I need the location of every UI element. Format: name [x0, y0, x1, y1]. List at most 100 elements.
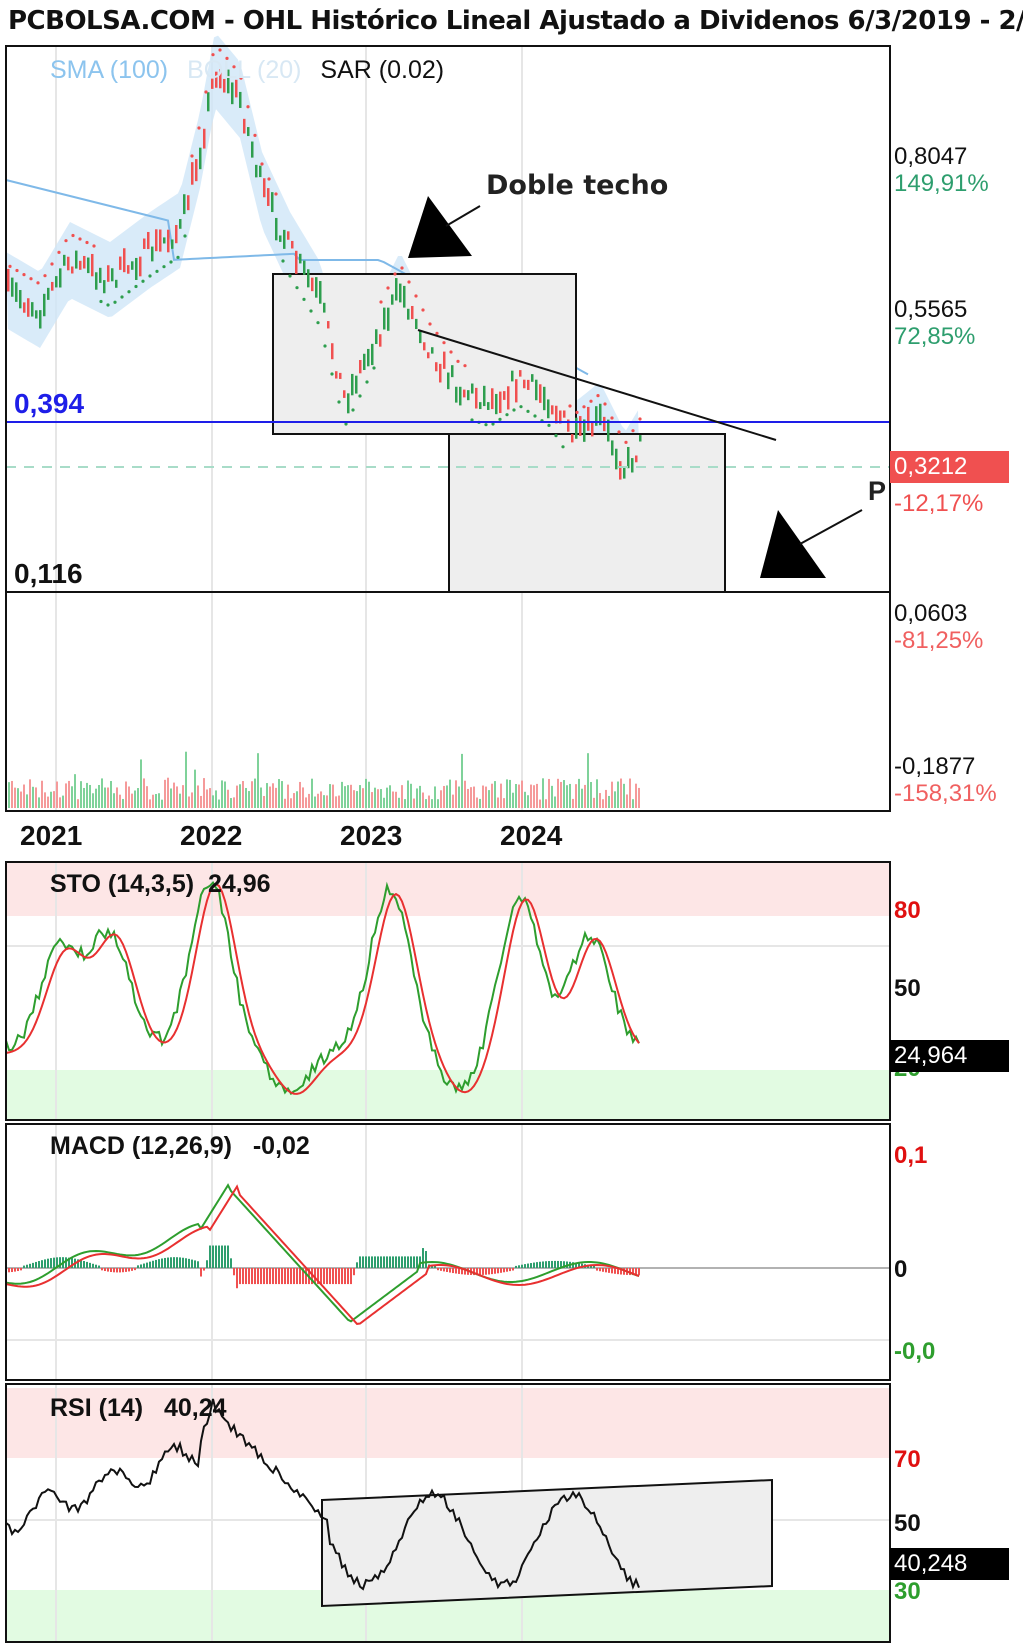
macd-hist-bar	[338, 1268, 340, 1285]
volume-bar	[284, 798, 286, 808]
sar-dot	[232, 65, 236, 69]
candle	[187, 195, 190, 211]
macd-hist-bar	[371, 1256, 373, 1268]
candle	[235, 79, 238, 98]
macd-line	[5, 1183, 640, 1323]
volume-bar	[197, 785, 199, 808]
candle	[399, 283, 402, 303]
macd-hist-bar	[95, 1264, 97, 1268]
candle	[551, 405, 554, 415]
macd-hist-bar	[443, 1268, 445, 1272]
sar-dot	[260, 162, 264, 166]
macd-hist-bar	[209, 1245, 211, 1268]
volume-bar	[20, 791, 22, 808]
macd-hist-bar	[227, 1245, 229, 1268]
support-level-label: 0,394	[14, 388, 85, 419]
macd-hist-bar	[281, 1268, 283, 1285]
volume-bar	[209, 788, 211, 808]
volume-bar	[401, 785, 403, 808]
macd-hist-bar	[23, 1265, 25, 1268]
candle	[167, 229, 170, 253]
macd-hist-bar	[323, 1268, 325, 1285]
macd-hist-bar	[320, 1268, 322, 1285]
volume-bar	[422, 792, 424, 808]
volume-bar	[95, 788, 97, 808]
macd-hist-bar	[278, 1268, 280, 1285]
candle	[199, 147, 202, 170]
candle	[411, 305, 414, 320]
macd-hist-bar	[638, 1268, 640, 1275]
sar-dot	[547, 423, 551, 427]
volume-bar	[194, 769, 196, 808]
candle	[223, 78, 226, 93]
macd-hist-bar	[20, 1268, 22, 1271]
volume-bar	[158, 793, 160, 808]
candle	[619, 461, 622, 480]
volume-bar	[104, 787, 106, 808]
macd-hist-bar	[356, 1262, 358, 1268]
sar-dot	[239, 76, 243, 80]
macd-hist-bar	[287, 1268, 289, 1285]
volume-bar	[434, 786, 436, 808]
macd-hist-bar	[44, 1259, 46, 1268]
sar-dot	[610, 416, 614, 420]
macd-hist-bar	[347, 1268, 349, 1285]
sto-value-tag: 24,964	[890, 1040, 1009, 1072]
candle	[311, 277, 314, 292]
volume-bar	[224, 781, 226, 808]
macd-hist-bar	[8, 1268, 10, 1273]
volume-bar	[77, 799, 79, 808]
macd-hist-bar	[26, 1264, 28, 1268]
volume-bar	[494, 781, 496, 808]
volume-bar	[41, 780, 43, 808]
candle	[251, 141, 254, 158]
macd-hist-bar	[104, 1268, 106, 1272]
candle	[475, 387, 478, 409]
macd-hist-bar	[155, 1259, 157, 1268]
macd-hist-bar	[176, 1257, 178, 1268]
volume-bar	[218, 799, 220, 808]
volume-bar	[290, 798, 292, 808]
sar-dot	[148, 274, 152, 278]
macd-hist-bar	[413, 1256, 415, 1268]
macd-hist-bar	[113, 1268, 115, 1273]
macd-hist-bar	[101, 1268, 103, 1271]
sar-dot	[50, 262, 54, 266]
sar-dot	[120, 295, 124, 299]
sar-dot	[197, 126, 201, 130]
macd-hist-bar	[560, 1261, 562, 1268]
volume-bar	[230, 798, 232, 808]
candle	[355, 375, 358, 394]
candle	[47, 287, 50, 300]
volume-bar	[404, 799, 406, 808]
volume-bar	[365, 778, 367, 808]
macd-hist-bar	[317, 1268, 319, 1285]
macd-hist-bar	[83, 1261, 85, 1268]
macd-hist-bar	[614, 1268, 616, 1274]
macd-hist-bar	[458, 1268, 460, 1274]
macd-hist-bar	[293, 1268, 295, 1285]
candle	[139, 256, 142, 277]
volume-bar	[119, 794, 121, 808]
macd-hist-bar	[485, 1268, 487, 1275]
volume-bar	[62, 795, 64, 808]
volume-bar	[398, 797, 400, 808]
candle	[507, 386, 510, 410]
sar-dot	[393, 272, 397, 276]
volume-bar	[575, 784, 577, 808]
candle	[375, 329, 378, 345]
candle	[567, 419, 570, 432]
macd-hist-bar	[605, 1268, 607, 1273]
macd-hist-bar	[602, 1268, 604, 1272]
volume-bar	[176, 786, 178, 808]
volume-bar	[368, 781, 370, 808]
volume-bar	[563, 780, 565, 808]
candle	[455, 386, 458, 403]
sar-dot	[246, 105, 250, 109]
volume-bar	[440, 790, 442, 808]
sar-dot	[337, 400, 341, 404]
volume-bar	[377, 789, 379, 808]
candle	[307, 269, 310, 288]
volume-bar	[536, 783, 538, 808]
macd-hist-bar	[53, 1257, 55, 1268]
